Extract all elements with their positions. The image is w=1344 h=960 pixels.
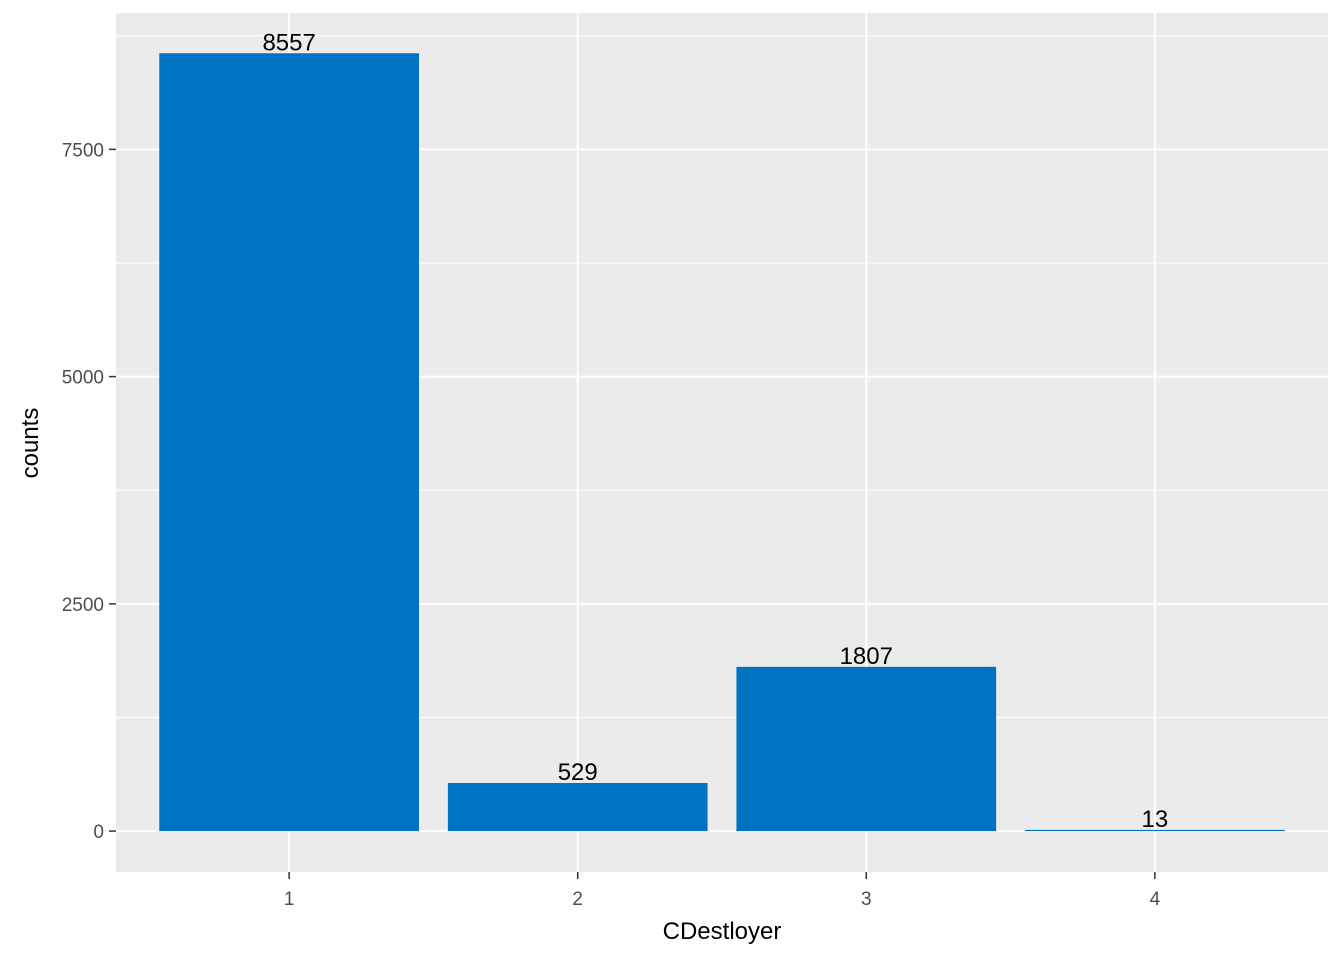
bar-value-label-4: 13 [1142, 806, 1169, 833]
bar-value-label-3: 1807 [840, 643, 893, 670]
x-tick-label: 1 [284, 889, 295, 910]
bar-2 [447, 783, 708, 832]
x-axis-title: CDestloyer [663, 918, 782, 945]
y-axis: 0 2500 5000 7500 [62, 140, 116, 843]
bar-3 [736, 666, 997, 832]
y-tick-label: 5000 [62, 368, 104, 389]
x-tick-label: 3 [861, 889, 872, 910]
y-tick-label: 2500 [62, 595, 104, 616]
bar-value-label-2: 529 [558, 759, 598, 786]
bar-value-labels: 8557 529 1807 13 [262, 29, 1168, 833]
y-axis-title: counts [17, 408, 44, 479]
x-axis: 1 2 3 4 [284, 872, 1161, 910]
y-tick-label: 7500 [62, 140, 104, 161]
bar-4 [1025, 829, 1285, 832]
bar-value-label-1: 8557 [262, 29, 315, 56]
x-tick-label: 2 [572, 889, 583, 910]
x-tick-label: 4 [1150, 889, 1161, 910]
bars [159, 53, 1285, 832]
bar-1 [159, 53, 420, 832]
y-tick-label: 0 [93, 822, 104, 843]
